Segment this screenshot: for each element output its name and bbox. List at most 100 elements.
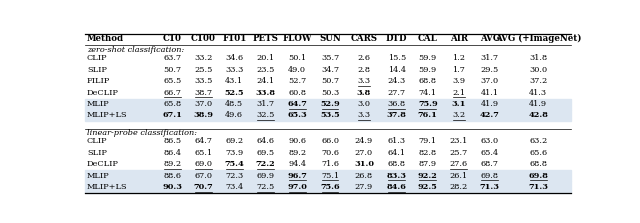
Text: 87.9: 87.9	[419, 160, 436, 168]
Text: 31.8: 31.8	[529, 54, 547, 62]
Text: 97.0: 97.0	[287, 183, 307, 191]
Text: 69.8: 69.8	[481, 171, 499, 180]
Text: 68.8: 68.8	[529, 160, 547, 168]
Text: FLOW: FLOW	[282, 34, 312, 43]
Text: 72.2: 72.2	[255, 160, 275, 168]
Text: 68.7: 68.7	[481, 160, 499, 168]
Text: F101: F101	[222, 34, 246, 43]
Text: 86.4: 86.4	[163, 149, 181, 157]
Text: SLIP: SLIP	[87, 149, 107, 157]
Text: 27.9: 27.9	[355, 183, 373, 191]
Text: 32.5: 32.5	[256, 112, 275, 119]
Text: 92.5: 92.5	[418, 183, 438, 191]
Text: 63.2: 63.2	[529, 137, 547, 145]
Text: CAL: CAL	[418, 34, 438, 43]
Text: MLIP: MLIP	[87, 171, 109, 180]
Text: 88.6: 88.6	[163, 171, 181, 180]
Text: 65.8: 65.8	[163, 100, 181, 108]
Text: 24.9: 24.9	[355, 137, 373, 145]
Text: 64.6: 64.6	[257, 137, 275, 145]
Text: 27.7: 27.7	[388, 89, 406, 97]
Text: 43.1: 43.1	[225, 77, 243, 85]
Text: 61.3: 61.3	[388, 137, 406, 145]
Text: 52.7: 52.7	[288, 77, 307, 85]
Text: DeCLIP: DeCLIP	[87, 89, 119, 97]
Text: 69.5: 69.5	[256, 149, 275, 157]
Text: MLIP+LS: MLIP+LS	[87, 112, 127, 119]
Text: 63.7: 63.7	[163, 54, 181, 62]
Text: 59.9: 59.9	[419, 54, 437, 62]
Text: C100: C100	[191, 34, 216, 43]
Text: AVG: AVG	[480, 34, 500, 43]
Text: 94.4: 94.4	[288, 160, 307, 168]
Text: 3.2: 3.2	[452, 112, 465, 119]
Text: 49.0: 49.0	[288, 66, 307, 74]
Text: 42.7: 42.7	[480, 112, 500, 119]
Text: 38.9: 38.9	[193, 112, 213, 119]
Text: 52.5: 52.5	[225, 89, 244, 97]
Text: 89.2: 89.2	[288, 149, 307, 157]
Text: 59.9: 59.9	[419, 66, 437, 74]
Text: 70.7: 70.7	[193, 183, 213, 191]
Text: 72.5: 72.5	[256, 183, 275, 191]
Text: CLIP: CLIP	[87, 137, 108, 145]
Text: 73.4: 73.4	[225, 183, 243, 191]
Text: 90.3: 90.3	[163, 183, 182, 191]
Text: 60.8: 60.8	[288, 89, 307, 97]
Text: 92.2: 92.2	[418, 171, 438, 180]
Text: 73.9: 73.9	[225, 149, 243, 157]
Text: 66.7: 66.7	[163, 89, 181, 97]
Text: 79.1: 79.1	[419, 137, 436, 145]
Text: 75.9: 75.9	[418, 100, 438, 108]
Text: DeCLIP: DeCLIP	[87, 160, 119, 168]
Text: 3.3: 3.3	[357, 112, 371, 119]
Text: 71.3: 71.3	[480, 183, 500, 191]
Text: 33.8: 33.8	[255, 89, 275, 97]
Text: 84.6: 84.6	[387, 183, 406, 191]
Text: 68.8: 68.8	[419, 77, 436, 85]
Text: MLIP: MLIP	[87, 100, 109, 108]
Text: 65.3: 65.3	[287, 112, 307, 119]
Text: 83.3: 83.3	[387, 171, 407, 180]
Text: 86.5: 86.5	[163, 137, 181, 145]
Text: 75.4: 75.4	[225, 160, 244, 168]
Text: 64.1: 64.1	[388, 149, 406, 157]
Text: 50.1: 50.1	[288, 54, 307, 62]
Text: 69.2: 69.2	[225, 137, 243, 145]
Text: 67.0: 67.0	[195, 171, 212, 180]
Text: 48.5: 48.5	[225, 100, 243, 108]
Text: 31.7: 31.7	[481, 54, 499, 62]
Text: 74.1: 74.1	[419, 89, 436, 97]
Text: C10: C10	[163, 34, 182, 43]
Text: 25.7: 25.7	[450, 149, 468, 157]
Text: 42.8: 42.8	[528, 112, 548, 119]
Text: 41.1: 41.1	[481, 89, 499, 97]
Text: 3.0: 3.0	[357, 100, 371, 108]
Text: 50.7: 50.7	[163, 66, 181, 74]
Text: FILIP: FILIP	[87, 77, 110, 85]
Text: 64.7: 64.7	[287, 100, 307, 108]
Text: SUN: SUN	[319, 34, 341, 43]
Bar	[85, 99, 571, 110]
Bar	[85, 110, 571, 121]
Text: 69.9: 69.9	[257, 171, 275, 180]
Text: 1.2: 1.2	[452, 54, 465, 62]
Text: 15.5: 15.5	[388, 54, 406, 62]
Text: 41.9: 41.9	[529, 100, 547, 108]
Text: AVG (+ImageNet): AVG (+ImageNet)	[495, 34, 581, 43]
Text: 65.4: 65.4	[481, 149, 499, 157]
Text: 90.6: 90.6	[288, 137, 307, 145]
Text: 27.6: 27.6	[450, 160, 468, 168]
Text: 24.3: 24.3	[388, 77, 406, 85]
Text: 37.8: 37.8	[387, 112, 406, 119]
Text: 89.2: 89.2	[163, 160, 181, 168]
Text: 63.0: 63.0	[481, 137, 499, 145]
Text: 66.0: 66.0	[321, 137, 339, 145]
Text: 2.1: 2.1	[452, 89, 465, 97]
Text: 26.8: 26.8	[355, 171, 373, 180]
Text: 69.0: 69.0	[195, 160, 212, 168]
Text: 33.2: 33.2	[194, 54, 212, 62]
Text: 65.1: 65.1	[194, 149, 212, 157]
Text: 28.2: 28.2	[450, 183, 468, 191]
Text: PETS: PETS	[252, 34, 278, 43]
